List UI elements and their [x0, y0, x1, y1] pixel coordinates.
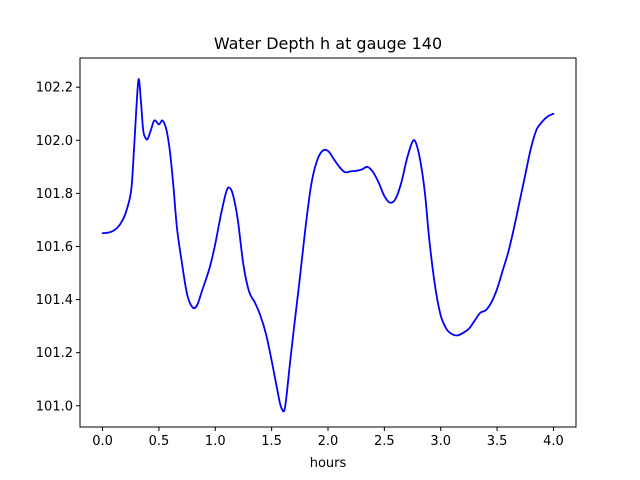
- x-tick-label: 3.5: [487, 434, 508, 449]
- chart-title: Water Depth h at gauge 140: [214, 34, 442, 53]
- x-axis-label: hours: [310, 456, 347, 471]
- y-tick-label: 101.2: [36, 346, 73, 361]
- x-tick-label: 4.0: [543, 434, 564, 449]
- y-tick-label: 101.8: [36, 187, 73, 202]
- y-tick-label: 102.2: [36, 81, 73, 96]
- x-tick-label: 0.0: [92, 434, 113, 449]
- x-tick-label: 0.5: [149, 434, 170, 449]
- x-axis: 0.0 0.5 1.0 1.5 2.0 2.5 3.0 3.5 4.0: [92, 427, 564, 449]
- y-axis: 101.0 101.2 101.4 101.6 101.8 102.0 102.2: [36, 81, 80, 414]
- y-tick-label: 101.6: [36, 240, 73, 255]
- x-tick-label: 3.0: [430, 434, 451, 449]
- x-tick-label: 1.5: [261, 434, 282, 449]
- x-tick-label: 1.0: [205, 434, 226, 449]
- x-tick-label: 2.5: [374, 434, 395, 449]
- series-line-0: [101, 78, 555, 413]
- y-tick-label: 101.4: [36, 293, 73, 308]
- y-tick-label: 102.0: [36, 134, 73, 149]
- plot-frame: [79, 57, 577, 428]
- x-tick-label: 2.0: [318, 434, 339, 449]
- series-layer: [101, 78, 555, 413]
- y-tick-label: 101.0: [36, 399, 73, 414]
